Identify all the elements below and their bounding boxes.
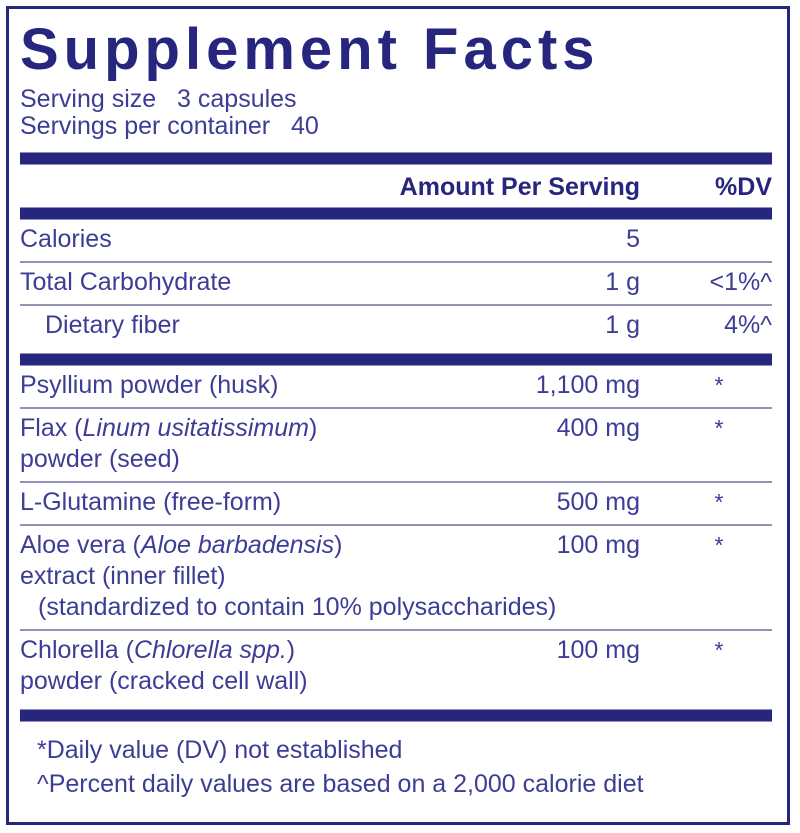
row-label-text-end: ) [286, 636, 296, 664]
row-label: Aloe vera (Aloe barbadensis) [20, 530, 772, 561]
row-amount: 400 mg [556, 414, 640, 442]
row-amount: 1 g [605, 311, 640, 339]
row-amount: 500 mg [556, 488, 640, 516]
row-amount: 100 mg [556, 531, 640, 559]
serving-size-label: Serving size [20, 85, 157, 113]
divider-thin [20, 524, 772, 526]
serving-size-value: 3 capsules [177, 85, 297, 113]
table-row: Dietary fiber 1 g 4%^ [20, 306, 772, 347]
divider-thin [20, 629, 772, 631]
table-row: L-Glutamine (free-form) 500 mg * [20, 483, 772, 524]
row-label-text: Psyllium powder (husk) [20, 371, 279, 399]
row-label: L-Glutamine (free-form) [20, 487, 772, 518]
servings-per-container-line: Servings per container 40 [20, 113, 772, 140]
divider-thin [20, 481, 772, 483]
supplement-facts-panel: Supplement Facts Serving size 3 capsules… [6, 6, 790, 825]
divider-thick-bottom [20, 709, 772, 722]
table-header-row: Amount Per Serving %DV [20, 165, 772, 207]
row-dv: * [714, 489, 724, 515]
row-label-text: Aloe vera ( [20, 531, 141, 559]
row-dv: * [714, 532, 724, 558]
table-row: Flax (Linum usitatissimum) powder (seed)… [20, 409, 772, 481]
table-row: Calories 5 [20, 220, 772, 261]
row-label-text: Chlorella ( [20, 636, 134, 664]
row-label-line3: (standardized to contain 10% polysacchar… [38, 593, 557, 621]
divider-thick-middle [20, 353, 772, 366]
footnotes: *Daily value (DV) not established ^Perce… [20, 722, 772, 801]
footnote-dv-not-established: *Daily value (DV) not established [37, 736, 403, 764]
footnote-percent-daily-values: ^Percent daily values are based on a 2,0… [37, 770, 644, 798]
divider-thin [20, 261, 772, 263]
row-amount: 5 [626, 225, 640, 253]
row-label-text-end: ) [334, 531, 343, 559]
row-amount: 1 g [605, 268, 640, 296]
row-label: Dietary fiber [45, 311, 180, 339]
row-label-text: Flax ( [20, 414, 83, 442]
row-label: Flax (Linum usitatissimum) [20, 413, 772, 444]
row-label-botanical: Linum usitatissimum [82, 414, 309, 442]
divider-thin [20, 304, 772, 306]
divider-thick-header [20, 207, 772, 220]
divider-thick-top [20, 152, 772, 165]
table-row: Aloe vera (Aloe barbadensis) extract (in… [20, 526, 772, 629]
column-header-dv: %DV [715, 173, 772, 201]
row-amount: 1,100 mg [535, 371, 640, 399]
table-row: Chlorella (Chlorella spp.) powder (crack… [20, 631, 772, 703]
servings-per-container-label: Servings per container [20, 112, 271, 140]
row-label: Calories [20, 225, 112, 253]
row-label: Chlorella (Chlorella spp.) [20, 635, 772, 666]
row-label-text: L-Glutamine (free-form) [20, 488, 282, 516]
divider-thin [20, 407, 772, 409]
table-row: Psyllium powder (husk) 1,100 mg * [20, 366, 772, 407]
row-dv: * [714, 637, 724, 663]
row-dv: 4%^ [724, 311, 772, 339]
row-dv: <1%^ [709, 268, 772, 296]
row-label-line2: powder (seed) [20, 445, 180, 473]
column-header-amount: Amount Per Serving [399, 173, 640, 201]
serving-info: Serving size 3 capsules Servings per con… [20, 86, 772, 140]
row-dv: * [714, 415, 724, 441]
row-label-text-end: ) [308, 414, 318, 442]
row-dv: * [714, 372, 724, 398]
row-label-line2: extract (inner fillet) [20, 562, 226, 590]
row-label: Psyllium powder (husk) [20, 370, 772, 401]
row-label: Total Carbohydrate [20, 268, 232, 296]
row-amount: 100 mg [556, 636, 640, 664]
table-row: Total Carbohydrate 1 g <1%^ [20, 263, 772, 304]
row-label-botanical: Aloe barbadensis [140, 531, 335, 559]
page-title: Supplement Facts [20, 17, 600, 82]
serving-size-line: Serving size 3 capsules [20, 86, 772, 113]
row-label-botanical: Chlorella spp. [133, 636, 287, 664]
servings-per-container-value: 40 [291, 112, 319, 140]
row-label-line2: powder (cracked cell wall) [20, 667, 308, 695]
